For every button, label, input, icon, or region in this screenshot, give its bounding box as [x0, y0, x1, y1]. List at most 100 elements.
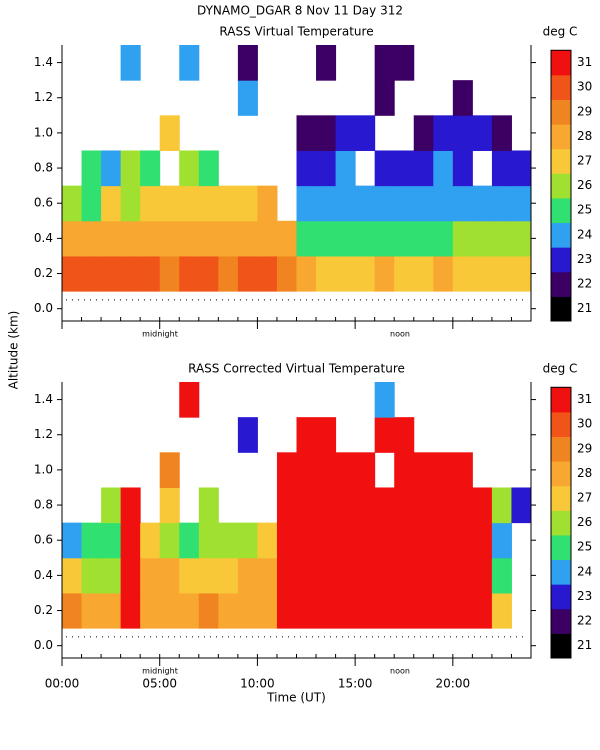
contour-cell	[140, 592, 161, 629]
contour-cell	[413, 487, 434, 524]
contour-cell	[296, 417, 317, 453]
contour-cell	[296, 487, 317, 524]
contour-cell	[316, 452, 337, 488]
contour-cell	[472, 592, 493, 629]
contour-cell	[159, 115, 180, 151]
contour-cell	[159, 255, 180, 292]
colorbar-swatch	[551, 584, 571, 610]
contour-cell	[335, 115, 356, 151]
contour-cell	[433, 220, 454, 257]
contour-cell	[472, 557, 493, 594]
contour-cell	[511, 220, 532, 257]
contour-cell	[433, 185, 454, 222]
annotation: midnight	[142, 330, 178, 339]
contour-cell	[101, 185, 122, 222]
contour-cell	[120, 185, 141, 222]
contour-cell	[374, 417, 395, 453]
contour-cell	[491, 185, 512, 222]
contour-cell	[179, 220, 200, 257]
contour-cell	[140, 557, 161, 594]
contour-cell	[179, 592, 200, 629]
colorbar-swatch	[551, 411, 571, 437]
contour-cell	[159, 592, 180, 629]
x-axis-label: Time (UT)	[266, 691, 326, 705]
contour-cell	[316, 150, 337, 187]
contour-cell	[179, 185, 200, 222]
contour-cell	[198, 185, 219, 222]
colorbar-swatch	[551, 633, 571, 659]
contour-cell	[374, 150, 395, 187]
contour-cell	[394, 592, 415, 629]
contour-cell	[374, 185, 395, 222]
contour-cell	[62, 592, 83, 629]
contour-cell	[179, 45, 200, 81]
contour-cell	[394, 45, 415, 81]
colorbar-label: 25	[577, 203, 592, 217]
contour-cell	[335, 557, 356, 594]
contour-cell	[355, 592, 376, 629]
colorbar-swatch	[551, 461, 571, 487]
contour-cell	[491, 557, 512, 594]
contour-cell	[355, 487, 376, 524]
contour-cell	[452, 557, 473, 594]
contour-cell	[413, 592, 434, 629]
contour-cell	[335, 487, 356, 524]
contour-cell	[316, 45, 337, 81]
contour-cell	[413, 150, 434, 187]
y-tick-label: 1.0	[34, 462, 53, 476]
x-tick-label: 10:00	[240, 677, 275, 691]
colorbar-swatch	[551, 510, 571, 536]
contour-cell	[374, 487, 395, 524]
contour-cell	[237, 185, 258, 222]
contour-cell	[276, 487, 297, 524]
contour-cell	[198, 522, 219, 559]
x-tick-label: 05:00	[142, 677, 177, 691]
colorbar-swatch	[551, 222, 571, 248]
contour-cell	[81, 185, 102, 222]
contour-cell	[179, 255, 200, 292]
colorbar-swatch	[551, 608, 571, 634]
contour-cell	[198, 150, 219, 187]
y-tick-label: 0.0	[34, 638, 53, 652]
contour-cell	[413, 255, 434, 292]
contour-cell	[374, 255, 395, 292]
contour-cell	[394, 185, 415, 222]
colorbar-label: 26	[577, 178, 592, 192]
contour-cell	[81, 150, 102, 187]
contour-cell	[394, 557, 415, 594]
contour-cell	[452, 115, 473, 151]
contour-cell	[218, 522, 239, 559]
colorbar-label: 28	[577, 129, 592, 143]
chart-title: RASS Corrected Virtual Temperature	[188, 362, 405, 376]
contour-cell	[511, 185, 532, 222]
colorbar-swatch	[551, 74, 571, 100]
contour-cell	[179, 522, 200, 559]
colorbar-swatch	[551, 534, 571, 561]
contour-cell	[101, 487, 122, 524]
contour-cell	[394, 417, 415, 453]
contour-cell	[335, 452, 356, 488]
contour-cell	[394, 220, 415, 257]
contour-cell	[120, 255, 141, 292]
contour-cell	[413, 557, 434, 594]
contour-cell	[257, 255, 278, 292]
y-tick-label: 1.2	[34, 427, 53, 441]
contour-cell	[355, 115, 376, 151]
y-axis-label: Altitude (km)	[7, 311, 21, 390]
contour-cell	[296, 557, 317, 594]
x-tick-label: 20:00	[436, 677, 471, 691]
annotation: noon	[390, 667, 410, 676]
contour-cell	[355, 452, 376, 488]
contour-cell	[101, 557, 122, 594]
contour-cell	[413, 522, 434, 559]
y-tick-label: 0.4	[34, 231, 53, 245]
contour-cell	[472, 220, 493, 257]
contour-cell	[374, 45, 395, 81]
contour-cell	[237, 592, 258, 629]
contour-cell	[491, 220, 512, 257]
y-tick-label: 1.2	[34, 90, 53, 104]
contour-cell	[237, 45, 258, 81]
contour-cell	[257, 185, 278, 222]
contour-cell	[276, 522, 297, 559]
contour-cell	[491, 487, 512, 524]
